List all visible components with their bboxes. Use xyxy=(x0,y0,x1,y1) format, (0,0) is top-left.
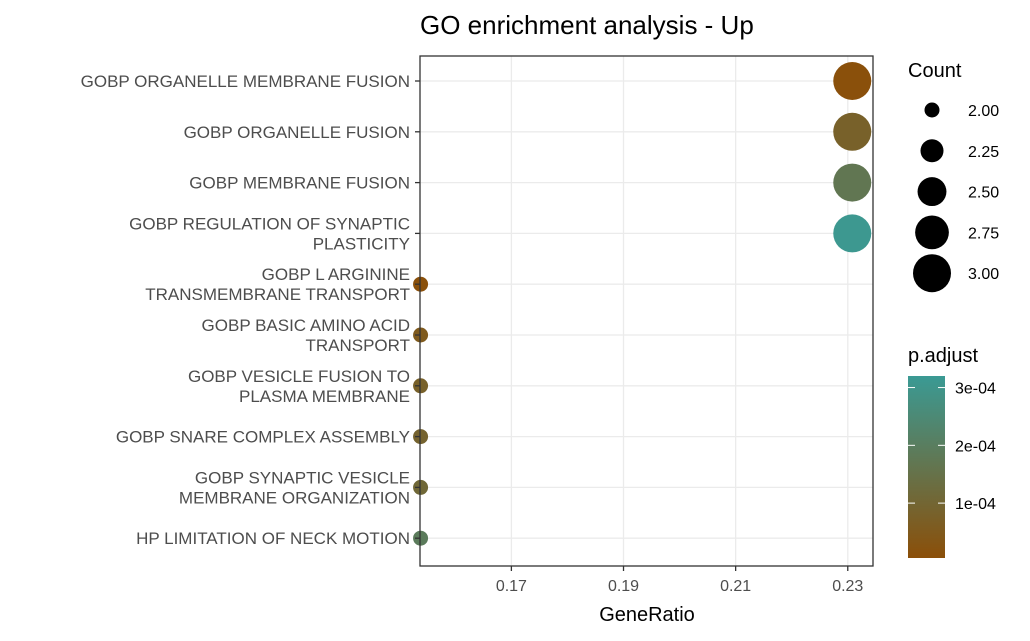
count-legend-key xyxy=(920,139,944,163)
count-legend-title: Count xyxy=(908,60,962,82)
count-legend: Count 2.00 2.25 2.50 2.75 3.00 xyxy=(908,60,999,293)
x-tick-label: 0.17 xyxy=(496,578,527,595)
p-adjust-legend: p.adjust 1e-04 2e-04 3e-04 xyxy=(908,345,996,558)
y-tick-label: GOBP VESICLE FUSION TO PLASMA MEMBRANE xyxy=(188,367,410,406)
p-adjust-legend-title: p.adjust xyxy=(908,345,978,367)
x-tick-label: 0.19 xyxy=(608,578,639,595)
count-legend-key xyxy=(917,177,947,207)
y-tick-label: GOBP SYNAPTIC VESICLE MEMBRANE ORGANIZATI… xyxy=(179,468,410,507)
count-legend-label: 2.75 xyxy=(968,225,999,242)
p-adjust-colorbar xyxy=(908,376,945,558)
x-tick-label: 0.21 xyxy=(720,578,751,595)
y-tick-label: GOBP ORGANELLE FUSION xyxy=(184,123,410,142)
count-legend-key xyxy=(924,102,940,118)
y-tick-label: GOBP SNARE COMPLEX ASSEMBLY xyxy=(116,428,410,447)
count-legend-label: 3.00 xyxy=(968,266,999,283)
data-point xyxy=(833,214,872,253)
y-tick-label: GOBP L ARGININE TRANSMEMBRANE TRANSPORT xyxy=(145,265,410,304)
count-legend-key xyxy=(915,215,949,250)
count-legend-label: 2.00 xyxy=(968,103,999,120)
chart-title: GO enrichment analysis - Up xyxy=(420,10,754,40)
data-point xyxy=(833,62,872,100)
colorbar-label: 2e-04 xyxy=(955,438,996,455)
colorbar-label: 1e-04 xyxy=(955,496,996,513)
x-axis: 0.17 0.19 0.21 0.23 xyxy=(496,566,863,595)
y-tick-label: GOBP BASIC AMINO ACID TRANSPORT xyxy=(202,316,410,355)
x-axis-title: GeneRatio xyxy=(599,604,695,626)
y-tick-label: GOBP MEMBRANE FUSION xyxy=(189,174,410,193)
panel-border xyxy=(419,55,874,567)
y-axis: GOBP ORGANELLE MEMBRANE FUSION GOBP ORGAN… xyxy=(81,72,420,548)
y-tick-label: GOBP ORGANELLE MEMBRANE FUSION xyxy=(81,72,410,91)
colorbar-label: 3e-04 xyxy=(955,381,996,398)
count-legend-label: 2.25 xyxy=(968,144,999,161)
count-legend-label: 2.50 xyxy=(968,185,999,202)
count-legend-key xyxy=(913,254,951,293)
data-point xyxy=(833,163,872,202)
x-tick-label: 0.23 xyxy=(832,578,863,595)
y-tick-label: GOBP REGULATION OF SYNAPTIC PLASTICITY xyxy=(129,214,410,253)
data-point xyxy=(833,112,872,151)
y-tick-label: HP LIMITATION OF NECK MOTION xyxy=(136,529,410,548)
plot-panel xyxy=(413,55,874,567)
